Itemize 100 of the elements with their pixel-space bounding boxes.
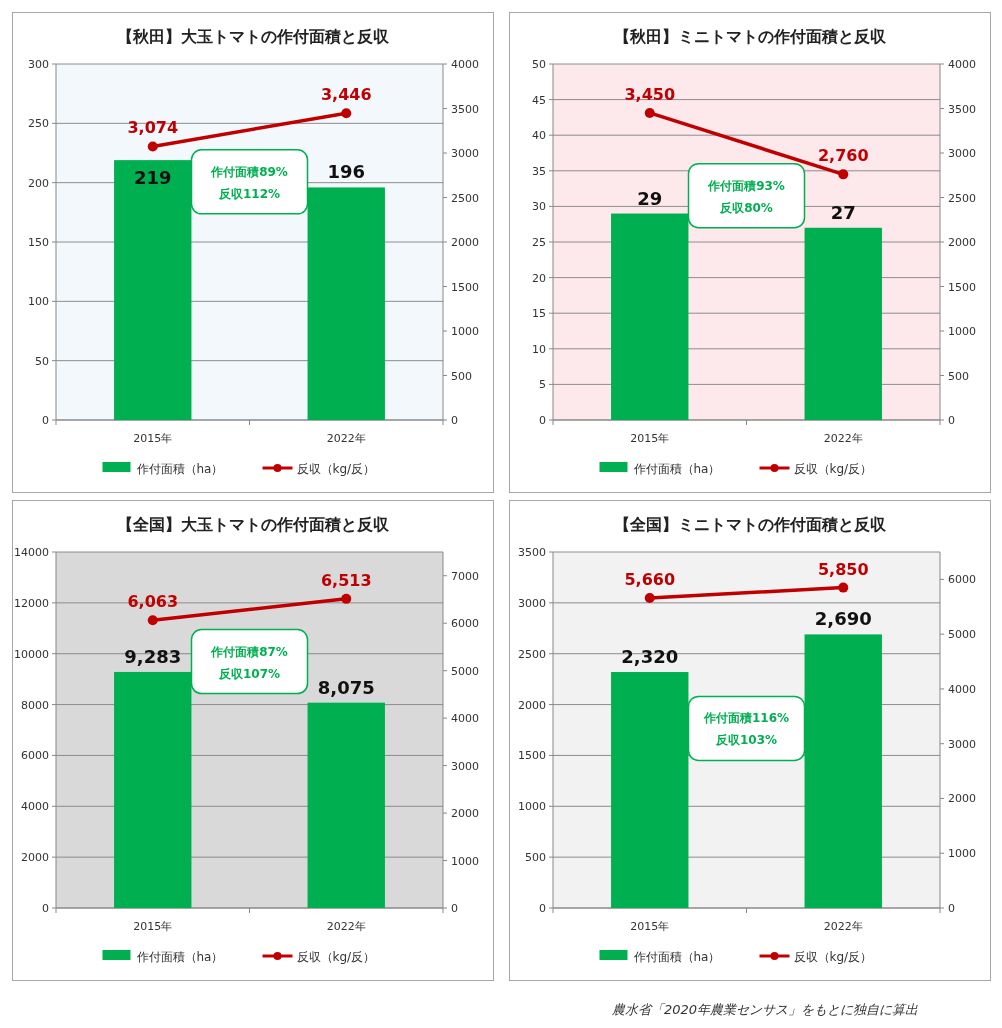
annotation: 反収112%	[217, 186, 281, 201]
data-label: 3,446	[320, 85, 372, 105]
annotation: 反収80%	[719, 200, 773, 215]
y2-tick-label: 2000	[451, 807, 479, 821]
y2-tick-label: 6000	[948, 573, 976, 587]
y-tick-label: 6000	[21, 749, 49, 763]
y-tick-label: 35	[532, 164, 546, 178]
y2-tick-label: 2500	[948, 191, 976, 205]
legend-label: 反収（kg/反）	[793, 462, 873, 476]
y-tick-label: 2000	[21, 851, 49, 865]
x-tick-label: 2015年	[133, 920, 173, 933]
y-tick-label: 14000	[14, 546, 49, 559]
x-tick-label: 2015年	[630, 920, 670, 933]
y-tick-label: 0	[539, 902, 546, 915]
y-tick-label: 0	[42, 902, 49, 915]
y2-tick-label: 1500	[948, 280, 976, 294]
data-label: 2,690	[814, 608, 872, 630]
y2-tick-label: 500	[948, 369, 969, 383]
data-label: 5,660	[624, 570, 676, 590]
y-tick-label: 5	[539, 378, 546, 392]
text: 農水省「2020年農業センサス」をもとに独自に算出	[611, 1002, 918, 1017]
y-tick-label: 0	[539, 414, 546, 427]
y2-tick-label: 2500	[451, 191, 479, 205]
data-label: 8,075	[317, 676, 375, 698]
y2-tick-label: 4000	[451, 58, 479, 71]
y2-tick-label: 5000	[451, 664, 479, 678]
y2-tick-label: 0	[948, 414, 955, 427]
data-label: 219	[133, 167, 172, 189]
annotation: 反収103%	[714, 733, 778, 748]
x-tick-label: 2015年	[133, 432, 173, 445]
legend-label: 作付面積（ha）	[135, 462, 224, 476]
y-tick-label: 2000	[518, 698, 546, 712]
y-tick-label: 150	[28, 236, 49, 249]
y-tick-label: 200	[28, 176, 49, 190]
y2-tick-label: 1500	[451, 280, 479, 294]
y-tick-label: 12000	[14, 596, 49, 610]
y-tick-label: 3500	[518, 546, 546, 559]
data-label: 6,063	[127, 592, 179, 612]
y-tick-label: 40	[532, 129, 546, 143]
y-tick-label: 15	[532, 307, 546, 321]
y-tick-label: 2500	[518, 647, 546, 661]
y2-tick-label: 500	[451, 369, 472, 383]
annotation: 作付面積116%	[702, 711, 790, 726]
y-tick-label: 500	[525, 851, 546, 865]
y2-tick-label: 1000	[451, 854, 479, 868]
data-label: 3,074	[127, 118, 179, 138]
x-tick-label: 2022年	[326, 920, 366, 933]
y2-tick-label: 2000	[948, 792, 976, 806]
chart-title: 【秋田】ミニトマトの作付面積と反収	[613, 27, 887, 46]
y-tick-label: 20	[532, 271, 546, 285]
chart-title: 【秋田】大玉トマトの作付面積と反収	[116, 27, 390, 46]
y-tick-label: 1000	[518, 800, 546, 814]
y-tick-label: 0	[42, 414, 49, 427]
y2-tick-label: 3500	[948, 102, 976, 116]
data-label: 196	[327, 161, 366, 183]
data-label: 27	[830, 201, 856, 223]
data-label: 3,450	[624, 84, 676, 104]
y-tick-label: 50	[35, 354, 49, 368]
chart-title: 【全国】大玉トマトの作付面積と反収	[116, 515, 390, 534]
y-tick-label: 8000	[21, 698, 49, 712]
y2-tick-label: 0	[451, 902, 458, 915]
legend-label: 作付面積（ha）	[632, 950, 721, 964]
y2-tick-label: 1000	[948, 325, 976, 338]
legend-label: 反収（kg/反）	[296, 950, 376, 964]
y2-tick-label: 3000	[451, 147, 479, 160]
y2-tick-label: 2000	[451, 236, 479, 249]
y2-tick-label: 1000	[948, 847, 976, 861]
y-tick-label: 45	[532, 93, 546, 107]
data-label: 2,320	[621, 646, 679, 668]
y2-tick-label: 4000	[948, 58, 976, 71]
data-label: 29	[637, 187, 663, 209]
y-tick-label: 1500	[518, 749, 546, 763]
y2-tick-label: 4000	[451, 712, 479, 726]
x-tick-label: 2015年	[630, 432, 670, 445]
data-label: 2,760	[817, 146, 869, 166]
y2-tick-label: 3000	[451, 759, 479, 773]
annotation: 作付面積87%	[210, 644, 288, 659]
chart-title: 【全国】ミニトマトの作付面積と反収	[613, 515, 887, 534]
y-tick-label: 3000	[518, 596, 546, 610]
y2-tick-label: 0	[451, 414, 458, 427]
y2-tick-label: 4000	[948, 682, 976, 696]
data-label: 9,283	[124, 645, 182, 667]
legend-label: 作付面積（ha）	[632, 462, 721, 476]
y-tick-label: 10	[532, 342, 546, 356]
annotation: 作付面積93%	[707, 178, 785, 193]
y-tick-label: 4000	[21, 800, 49, 814]
y2-tick-label: 7000	[451, 569, 479, 583]
annotation: 作付面積89%	[210, 164, 288, 179]
y2-tick-label: 5000	[948, 628, 976, 642]
y2-tick-label: 0	[948, 902, 955, 915]
y2-tick-label: 1000	[451, 325, 479, 338]
data-label: 5,850	[817, 559, 869, 579]
y-tick-label: 30	[532, 200, 546, 214]
y-tick-label: 25	[532, 236, 546, 249]
y-tick-label: 100	[28, 295, 49, 309]
legend-label: 作付面積（ha）	[135, 950, 224, 964]
legend-label: 反収（kg/反）	[296, 462, 376, 476]
y2-tick-label: 2000	[948, 236, 976, 249]
y-tick-label: 300	[28, 58, 49, 71]
y2-tick-label: 3500	[451, 102, 479, 116]
